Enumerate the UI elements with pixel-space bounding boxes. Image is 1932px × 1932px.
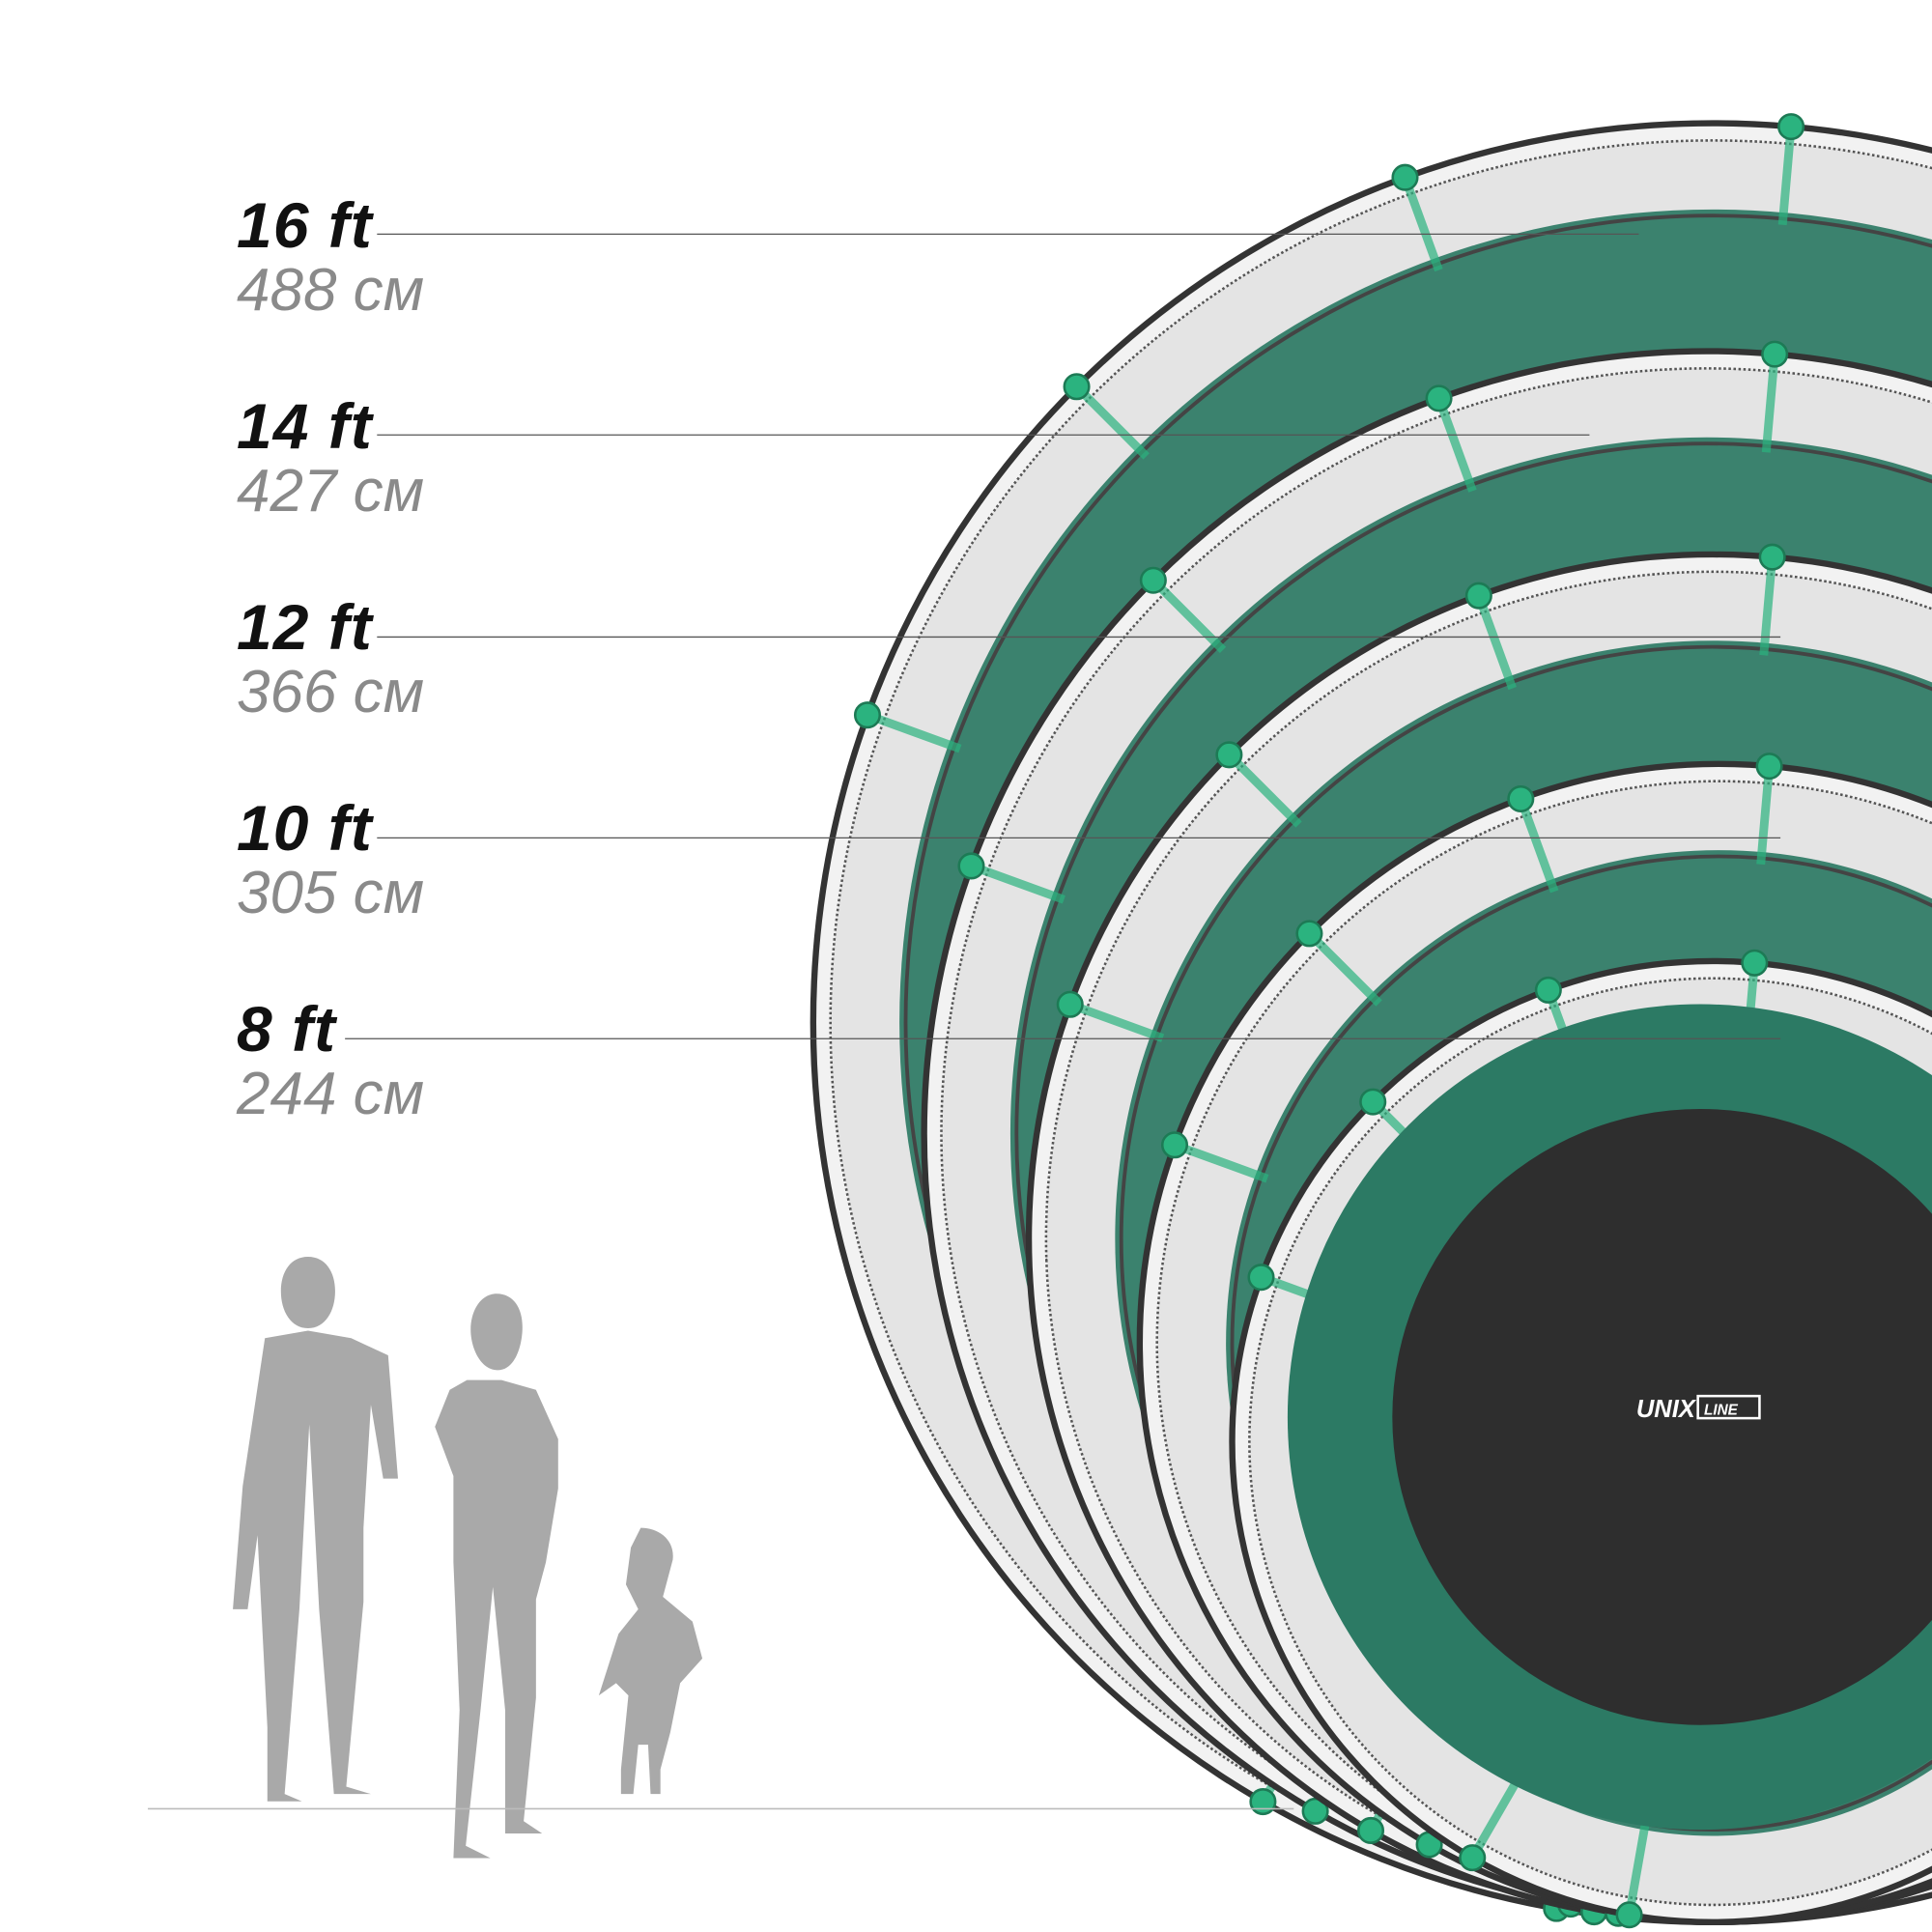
pole-cap [1249, 1788, 1277, 1816]
net-pole [1761, 354, 1779, 453]
pole-cap [1507, 784, 1535, 813]
size-label-14ft: 14 ft 427 см [237, 392, 424, 524]
svg-text:LINE: LINE [1704, 1402, 1739, 1418]
cm-label: 366 см [237, 659, 425, 725]
svg-text:UNIX: UNIX [1636, 1396, 1697, 1423]
logo: UNIX LINE [1636, 1394, 1761, 1423]
feet-label: 14 ft [237, 390, 373, 462]
cm-label: 305 см [237, 860, 425, 926]
pole-cap [853, 701, 882, 729]
net-pole [969, 862, 1065, 904]
pole-cap [1063, 373, 1091, 401]
pole-cap [1777, 113, 1805, 141]
pole-cap [1459, 1844, 1487, 1872]
net-pole [1517, 797, 1559, 894]
feet-label: 10 ft [237, 792, 373, 864]
feet-label: 8 ft [237, 993, 336, 1065]
pole-cap [1295, 920, 1323, 948]
feet-label: 12 ft [237, 591, 373, 663]
feet-label: 16 ft [237, 189, 373, 261]
net-pole [1625, 1816, 1651, 1917]
people-silhouettes [233, 1257, 703, 1859]
net-pole [1068, 1000, 1165, 1042]
pole-cap [1464, 582, 1492, 610]
net-pole [1073, 384, 1150, 460]
woman-silhouette [435, 1293, 558, 1859]
pole-cap [1301, 1797, 1329, 1825]
pole-cap [1615, 1901, 1643, 1929]
net-pole [866, 711, 962, 753]
man-silhouette [233, 1257, 398, 1802]
net-pole [1226, 752, 1302, 828]
size-label-8ft: 8 ft 244 см [237, 995, 424, 1126]
pole-cap [1139, 566, 1167, 594]
child-silhouette [598, 1527, 703, 1795]
pole-cap [1534, 976, 1562, 1004]
pole-cap [1356, 1816, 1385, 1844]
net-pole [1306, 930, 1382, 1007]
pole-cap [1755, 753, 1783, 781]
size-label-16ft: 16 ft 488 см [237, 191, 424, 323]
net-pole [1150, 577, 1227, 654]
net-pole [1401, 176, 1443, 272]
size-label-12ft: 12 ft 366 см [237, 593, 424, 724]
net-pole [1173, 1141, 1269, 1183]
net-pole [1474, 594, 1517, 691]
pole-cap [1425, 384, 1453, 412]
pole-cap [1247, 1264, 1275, 1292]
pole-cap [957, 852, 985, 880]
net-pole [1756, 765, 1775, 866]
net-pole [1759, 556, 1777, 656]
size-label-10ft: 10 ft 305 см [237, 794, 424, 925]
pole-cap [1758, 543, 1786, 571]
cm-label: 427 см [237, 458, 425, 525]
pole-cap [1391, 163, 1419, 191]
cm-label: 244 см [237, 1061, 425, 1127]
pole-cap [1215, 741, 1243, 769]
pole-cap [1761, 340, 1789, 368]
cm-label: 488 см [237, 257, 425, 324]
pole-cap [1359, 1088, 1387, 1116]
net-pole [1468, 1770, 1526, 1861]
pole-cap [1056, 990, 1084, 1018]
pole-cap [1160, 1131, 1189, 1159]
net-pole [1777, 126, 1796, 226]
jumping-mat [1392, 1109, 1932, 1725]
pole-cap [1741, 949, 1769, 977]
net-pole [1435, 396, 1477, 493]
